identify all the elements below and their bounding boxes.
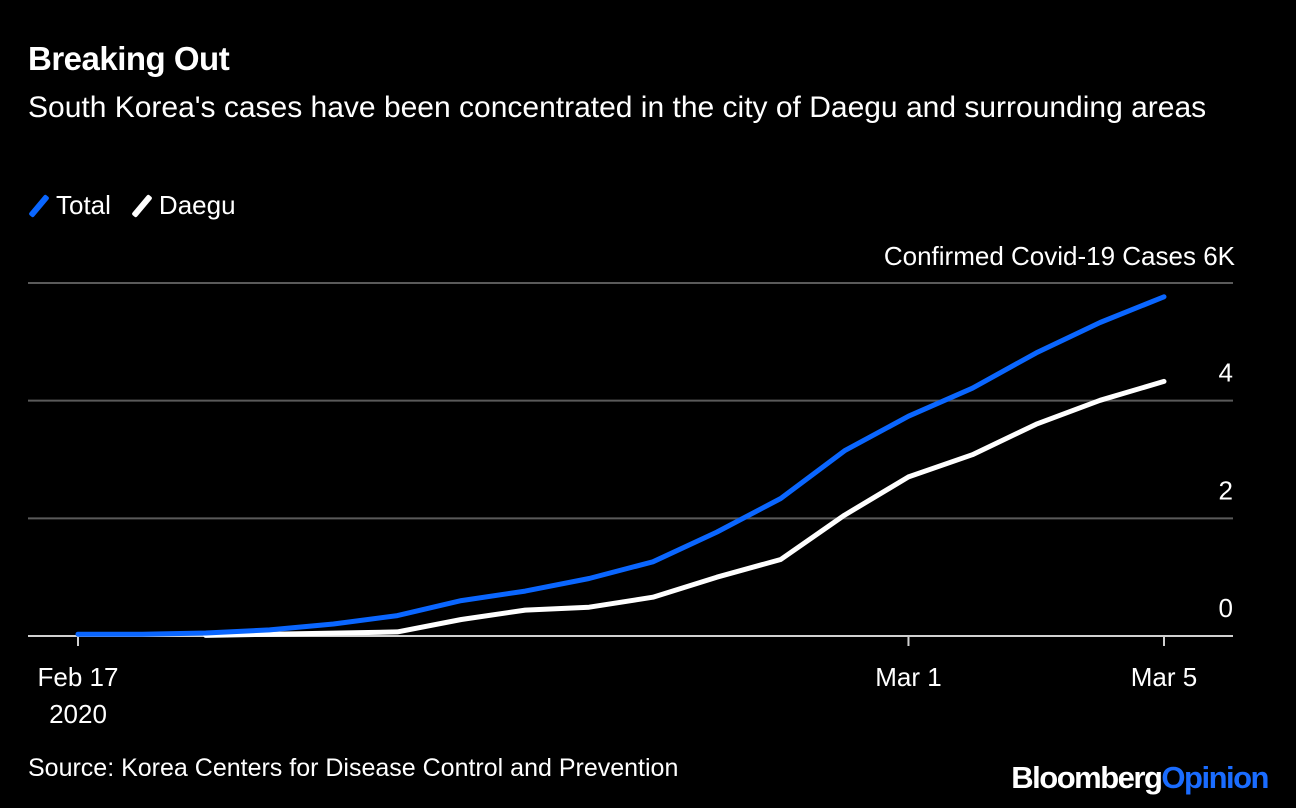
- x-tick-sublabel-0: 2020: [49, 699, 107, 729]
- series-line-total: [75, 294, 1167, 637]
- chart-title: Breaking Out: [28, 40, 230, 77]
- y-tick-label-0: 0: [1219, 593, 1233, 623]
- brand-part2: Opinion: [1161, 760, 1269, 795]
- x-tick-label-0: Feb 17: [38, 662, 119, 692]
- legend-item-total: Total: [28, 190, 111, 221]
- series-line-daegu: [203, 378, 1167, 638]
- legend-item-daegu: Daegu: [131, 190, 236, 221]
- y-axis-top-label: Confirmed Covid-19 Cases 6K: [884, 241, 1236, 271]
- y-tick-label-4: 4: [1219, 358, 1233, 388]
- legend-label-total: Total: [56, 190, 111, 220]
- brand-part1: Bloomberg: [1011, 760, 1163, 795]
- legend: Total Daegu: [28, 190, 258, 221]
- x-tick-label-1: Mar 1: [875, 662, 941, 692]
- source-note: Source: Korea Centers for Disease Contro…: [28, 754, 679, 782]
- y-tick-label-2: 2: [1219, 475, 1233, 505]
- x-tick-label-2: Mar 5: [1131, 662, 1197, 692]
- brand-logo: BloombergOpinion: [1011, 760, 1269, 796]
- chart-subtitle: South Korea's cases have been concentrat…: [28, 91, 1207, 124]
- legend-label-daegu: Daegu: [158, 190, 236, 220]
